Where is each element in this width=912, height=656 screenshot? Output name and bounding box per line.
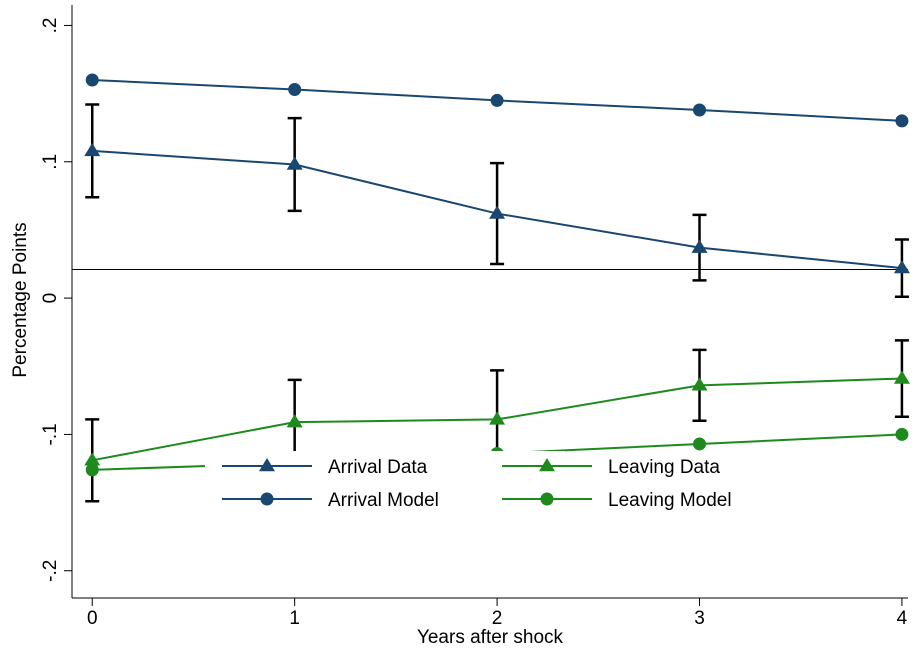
marker xyxy=(286,156,303,170)
marker xyxy=(693,103,707,117)
marker xyxy=(893,260,910,274)
marker xyxy=(288,83,302,97)
marker xyxy=(895,427,909,441)
marker xyxy=(259,458,275,472)
marker xyxy=(260,492,274,506)
y-axis-label: Percentage Points xyxy=(10,222,31,377)
marker xyxy=(893,370,910,384)
legend-label: Arrival Model xyxy=(328,490,439,511)
legend-box xyxy=(205,451,565,581)
y-tick-label: -.1 xyxy=(40,423,61,445)
marker xyxy=(85,463,99,477)
legend-label: Leaving Data xyxy=(608,457,720,478)
y-tick-label: 0 xyxy=(40,293,61,304)
marker xyxy=(693,437,707,451)
y-tick-label: .2 xyxy=(40,18,61,34)
marker xyxy=(540,492,554,506)
marker xyxy=(895,114,909,128)
x-tick-label: 0 xyxy=(87,608,98,629)
x-tick-label: 4 xyxy=(897,608,908,629)
marker xyxy=(691,239,708,253)
x-tick-label: 3 xyxy=(694,608,705,629)
marker xyxy=(691,377,708,391)
x-tick-label: 1 xyxy=(289,608,300,629)
marker xyxy=(84,142,101,157)
legend-label: Leaving Model xyxy=(608,490,732,511)
x-axis-label: Years after shock xyxy=(417,627,564,648)
y-tick-label: .1 xyxy=(40,154,61,170)
marker xyxy=(539,458,555,472)
marker xyxy=(84,452,101,466)
marker xyxy=(490,93,504,107)
y-tick-label: -.2 xyxy=(40,560,61,582)
marker xyxy=(286,414,303,428)
marker xyxy=(85,73,99,87)
marker xyxy=(489,411,506,425)
marker xyxy=(489,205,506,219)
x-tick-label: 2 xyxy=(492,608,503,629)
legend-label: Arrival Data xyxy=(328,457,428,478)
